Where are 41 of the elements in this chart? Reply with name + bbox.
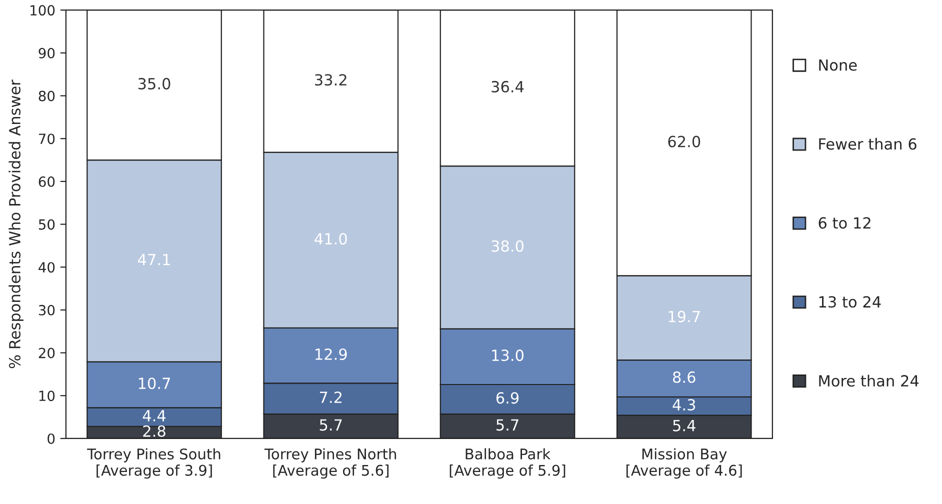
x-tick-label: Balboa Park [Average of 5.9]: [450, 448, 566, 479]
legend-label: 13 to 24: [819, 296, 881, 308]
y-tick-label: 80: [38, 90, 55, 102]
y-tick-label: 30: [38, 304, 55, 316]
legend-label: More than 24: [819, 374, 919, 387]
y-tick-label: 20: [38, 348, 55, 358]
data-label: 5.4: [673, 420, 696, 432]
y-axis-title: % Respondents Who Provided Answer: [8, 80, 24, 368]
y-tick-label: 90: [38, 48, 55, 58]
legend-label: Fewer than 6: [819, 138, 916, 150]
data-label: 2.8: [143, 425, 166, 437]
data-label: 47.1: [138, 254, 170, 266]
data-label: 41.0: [314, 233, 347, 245]
y-tick-label: 10: [39, 390, 55, 402]
data-label: 10.7: [138, 378, 170, 390]
data-label: 33.2: [315, 74, 346, 86]
data-label: 36.4: [492, 80, 524, 92]
data-label: 13.0: [492, 350, 524, 362]
legend-label: 6 to 12: [818, 217, 870, 229]
data-label: 19.7: [668, 310, 700, 322]
y-tick-label: 60: [38, 176, 55, 187]
data-label: 4.3: [672, 399, 696, 411]
data-label: 4.4: [142, 410, 166, 422]
y-tick-label: 70: [38, 134, 55, 144]
y-tick-label: 100: [30, 5, 55, 16]
data-label: 6.9: [496, 392, 519, 404]
x-tick-label: Torrey Pines South [Average of 3.9]: [87, 448, 220, 479]
data-label: 5.7: [320, 419, 342, 431]
legend-label: None: [819, 59, 857, 71]
data-label: 38.0: [492, 240, 524, 252]
data-label: 8.6: [673, 371, 696, 383]
data-label: 35.0: [138, 78, 170, 90]
data-label: 5.7: [496, 419, 518, 431]
y-tick-label: 50: [38, 219, 55, 230]
x-tick-label: Torrey Pines North [Average of 5.6]: [264, 448, 396, 479]
y-tick-label: 40: [38, 262, 55, 273]
x-tick-label: Mission Bay [Average of 4.6]: [626, 448, 742, 479]
data-label: 12.9: [316, 348, 347, 360]
data-label: 62.0: [668, 136, 700, 148]
data-label: 7.2: [320, 392, 342, 403]
y-tick-label: 0: [48, 433, 55, 444]
